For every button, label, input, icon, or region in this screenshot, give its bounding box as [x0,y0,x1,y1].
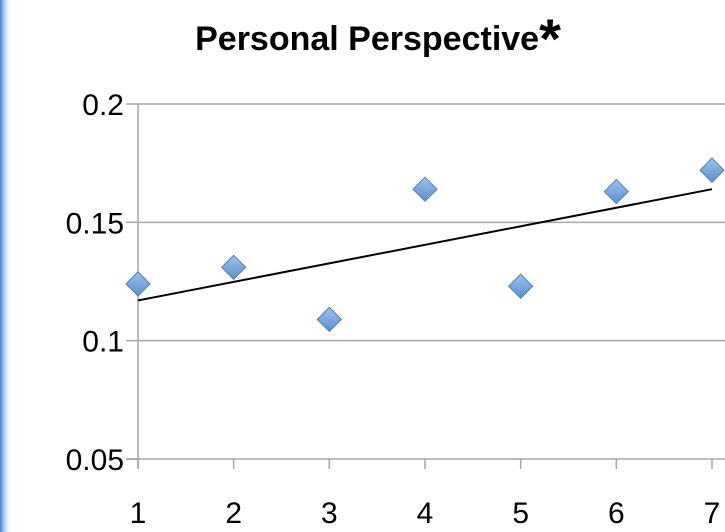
data-point [125,271,151,297]
x-tick-label: 6 [608,497,625,530]
left-edge-decoration [0,0,12,532]
data-point [316,306,343,333]
y-tick-label: 0.2 [82,89,124,122]
trendline-group [137,188,713,302]
x-tick-label: 4 [417,497,434,530]
title-asterisk: * [539,7,561,70]
data-points [125,157,725,333]
y-tick-label: 0.1 [82,326,124,359]
data-point [412,176,438,202]
axes [126,103,725,469]
gridlines [138,103,725,342]
chart-title: Personal Perspective [195,20,539,58]
svg-text:Personal Perspective*: Personal Perspective* [195,7,561,70]
tick-labels: 0.2 0.15 0.1 0.051 2 3 4 5 6 7 [66,89,721,530]
x-tick-label: 5 [512,497,529,530]
data-point [603,178,630,205]
x-tick-label: 3 [321,497,338,530]
y-tick-label: 0.05 [66,444,124,477]
data-point [507,273,534,299]
data-point [699,157,725,183]
linear-trendline [137,188,713,302]
data-point [220,254,247,281]
x-tick-label: 7 [704,497,721,530]
x-tick-label: 2 [225,497,242,530]
x-tick-label: 1 [130,497,147,530]
y-tick-label: 0.15 [66,207,124,240]
